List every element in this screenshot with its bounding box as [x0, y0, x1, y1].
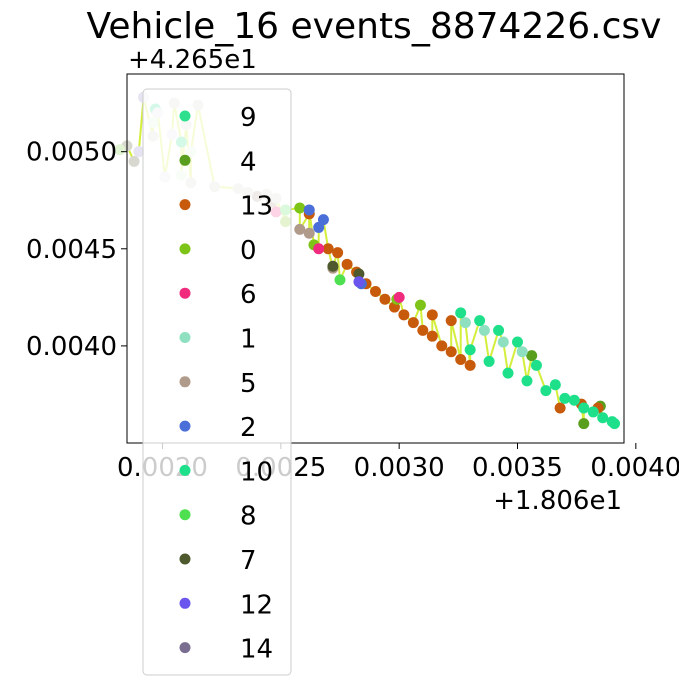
- legend-marker-2: [179, 420, 191, 432]
- data-point-series-13: [426, 330, 438, 342]
- data-point-series-10: [578, 402, 590, 414]
- data-point-series-6: [313, 243, 325, 255]
- data-point-series-13: [436, 340, 448, 352]
- x-offset-label: +1.806e1: [493, 486, 622, 516]
- legend-marker-9: [179, 110, 191, 122]
- data-point-series-10: [559, 392, 571, 404]
- legend-label-12: 12: [240, 590, 273, 620]
- data-point-series-1: [497, 336, 509, 348]
- data-point-series-extra-15: [114, 144, 126, 156]
- data-point-series-10: [530, 359, 542, 371]
- axes: 0.00200.00250.00300.00350.00400.00400.00…: [26, 138, 679, 483]
- legend-frame: [142, 88, 292, 676]
- data-point-series-1: [459, 317, 471, 329]
- data-point-series-2: [313, 221, 325, 233]
- data-point-series-13: [554, 402, 566, 414]
- y-tick-label: 0.0045: [26, 235, 117, 265]
- data-point-series-10: [493, 324, 505, 336]
- legend-label-8: 8: [240, 502, 257, 532]
- legend-marker-8: [179, 509, 191, 521]
- legend-marker-5: [179, 376, 191, 388]
- legend: 9 4 13 0 6 1 5 2 10 8 7 12 14: [142, 88, 292, 676]
- legend-label-1: 1: [240, 325, 257, 355]
- y-tick-label: 0.0050: [26, 138, 117, 168]
- data-point-series-5: [303, 227, 315, 239]
- data-point-series-13: [379, 293, 391, 305]
- legend-label-2: 2: [240, 413, 257, 443]
- data-point-series-4: [578, 418, 590, 430]
- data-point-series-10: [455, 307, 467, 319]
- legend-label-5: 5: [240, 369, 257, 399]
- data-point-series-13: [464, 359, 476, 371]
- data-point-series-10: [521, 375, 533, 387]
- data-point-series-13: [398, 309, 410, 321]
- data-point-series-13: [445, 346, 457, 358]
- legend-label-7: 7: [240, 546, 257, 576]
- data-point-series-13: [417, 324, 429, 336]
- data-point-series-7: [353, 268, 365, 280]
- data-point-series-6: [393, 291, 405, 303]
- data-point-series-10: [464, 344, 476, 356]
- legend-label-0: 0: [240, 236, 257, 266]
- data-point-series-13: [332, 247, 344, 259]
- legend-marker-7: [179, 553, 191, 565]
- data-point-series-10: [587, 406, 599, 418]
- data-point-series-13: [455, 353, 467, 365]
- legend-label-4: 4: [240, 147, 257, 177]
- legend-label-13: 13: [240, 192, 273, 222]
- data-point-series-13: [407, 317, 419, 329]
- data-point-series-8: [334, 274, 346, 286]
- plot-frame: [126, 73, 625, 444]
- legend-marker-0: [179, 243, 191, 255]
- data-point-series-4: [526, 350, 538, 362]
- data-point-series-7: [327, 260, 339, 272]
- legend-label-14: 14: [240, 635, 273, 665]
- legend-label-6: 6: [240, 280, 257, 310]
- data-point-series-10: [502, 367, 514, 379]
- legend-marker-1: [179, 332, 191, 343]
- data-point-series-12: [353, 276, 365, 288]
- legend-marker-14: [179, 642, 191, 654]
- data-point-series-10: [483, 355, 495, 367]
- data-point-series-2: [303, 204, 315, 216]
- data-point-series-10: [512, 336, 523, 348]
- data-point-series-10: [609, 418, 621, 430]
- data-point-series-13: [370, 286, 381, 298]
- data-point-series-0: [414, 299, 426, 311]
- data-point-series-extra-14: [133, 146, 145, 158]
- data-point-series-13: [426, 309, 438, 321]
- data-point-series-10: [474, 315, 486, 327]
- legend-marker-13: [179, 199, 191, 211]
- chart-title: Vehicle_16 events_8874226.csv: [87, 6, 662, 47]
- data-point-series-13: [445, 315, 457, 327]
- data-point-series-0: [294, 202, 306, 214]
- data-point-series-1: [516, 346, 528, 358]
- legend-marker-12: [179, 597, 191, 609]
- legend-label-10: 10: [240, 457, 273, 487]
- data-point-series-10: [597, 412, 609, 424]
- data-point-series-13: [341, 258, 353, 270]
- legend-label-9: 9: [240, 103, 257, 133]
- data-point-series-5: [294, 223, 306, 235]
- data-point-series-10: [568, 394, 580, 406]
- legend-marker-10: [179, 464, 191, 476]
- data-point-series-10: [540, 385, 552, 397]
- x-tick-label: 0.0030: [354, 453, 445, 483]
- x-tick-label: 0.0040: [590, 453, 679, 483]
- data-point-series-extra-13: [128, 155, 140, 167]
- y-offset-label: +4.265e1: [128, 45, 257, 75]
- data-point-series-10: [549, 379, 561, 391]
- data-point-series-13: [322, 243, 334, 255]
- y-tick-label: 0.0040: [26, 332, 117, 362]
- x-tick-label: 0.0035: [472, 453, 563, 483]
- legend-marker-6: [179, 287, 191, 299]
- data-point-series-1: [478, 324, 490, 336]
- legend-marker-4: [179, 154, 191, 166]
